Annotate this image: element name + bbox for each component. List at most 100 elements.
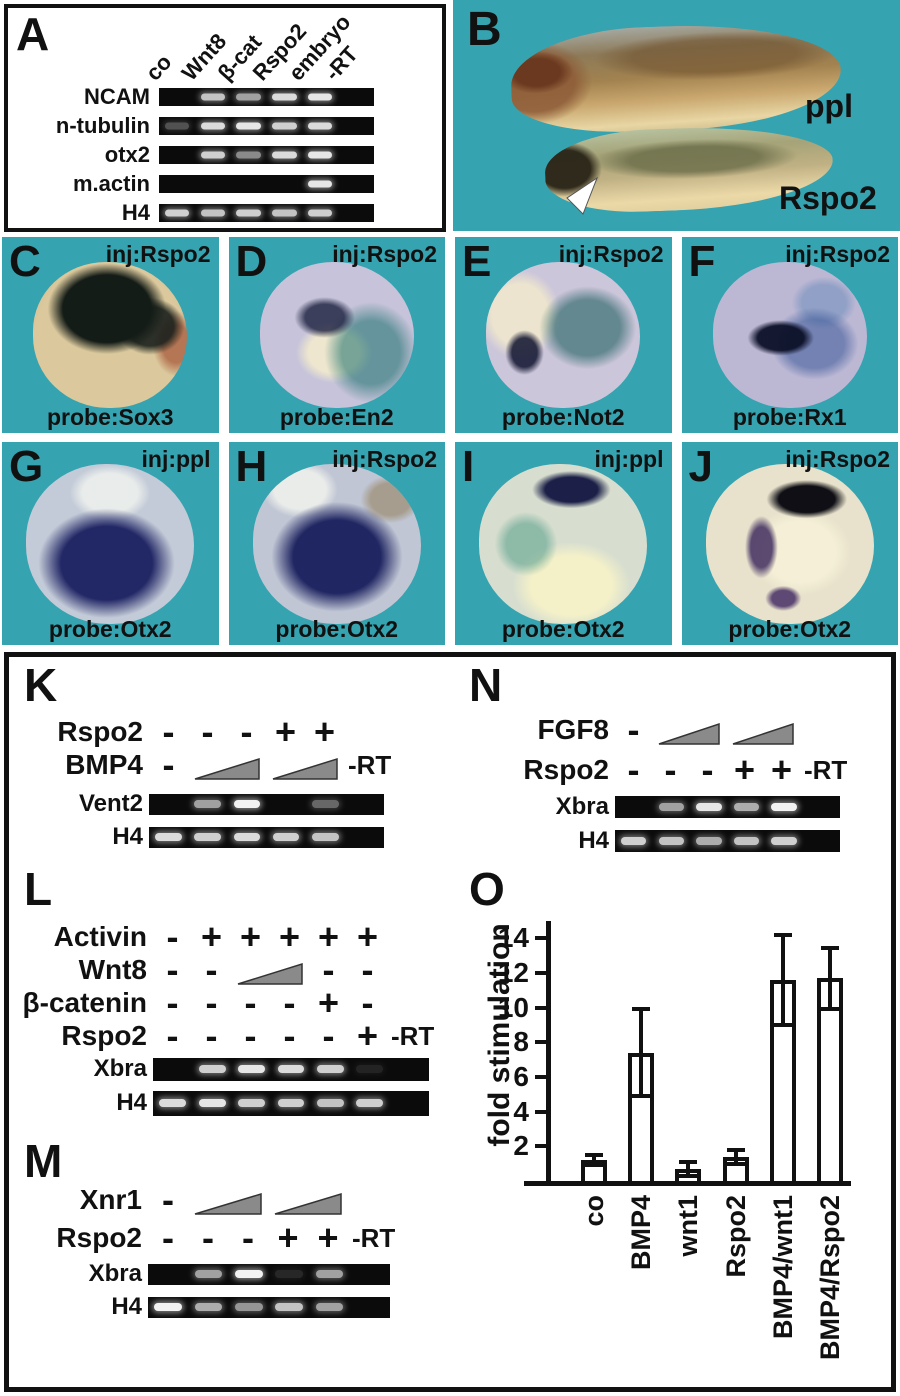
chart-plot: 2 4 6 8 10 12 14 co BMP4 wnt1 Rspo2 BMP4/wnt1 BMP4/R… [498,921,851,1360]
plus-symbol: + [200,916,223,957]
dose-gradient-triangle-icon [188,748,266,782]
gel-band [317,1099,344,1107]
gel-row-h4: H4 [464,827,840,855]
minus-rt-label: -RT [391,1020,435,1051]
panel-g-letter: G [9,442,44,491]
gel-band [164,209,190,217]
dose-gradient-triangle-icon [188,1183,268,1217]
minus-rt-label: -RT [352,1222,396,1253]
panel-n-letter: N [469,659,503,711]
treatment-row-xnr1: Xnr1 - [19,1182,348,1218]
gel-row-xbra: Xbra [19,1055,429,1083]
error-bar [686,1161,691,1176]
treatment-label: BMP4 [65,749,143,780]
plus-symbol: + [274,711,297,752]
minus-symbol: - [205,949,218,990]
gel-row-vent2: Vent2 [19,790,384,818]
error-bar-cap [726,1161,745,1166]
gel-band [272,122,297,130]
gel-band [236,151,261,159]
gel-row-label: H4 [111,1293,142,1320]
treatment-row-bcatenin: β-catenin - - - - + - [19,982,387,1023]
gel-band [315,1270,344,1278]
treatment-row-rspo2: Rspo2 - - - + + [19,711,344,752]
gel-band [238,1065,265,1073]
embryo-image [712,262,867,408]
minus-symbol: - [701,749,714,790]
injection-label: inj:Rspo2 [105,241,211,267]
embryo-image [26,463,195,624]
gel-band [315,1303,344,1311]
gel-band [159,1099,187,1107]
minus-rt-label: -RT [348,749,392,780]
minus-symbol: - [664,749,677,790]
y-axis-tick-label: 8 [513,1026,529,1058]
gel-band [235,1270,263,1278]
minus-symbol: - [361,949,374,990]
probe-label: probe:Otx2 [275,616,399,642]
gel-strip [615,796,840,818]
minus-symbol: - [322,1015,335,1056]
gel-band [308,122,333,130]
panel-a-lane-label: co [140,49,177,86]
gel-row-label: m.actin [72,171,150,196]
gel-row-label: Vent2 [78,790,143,817]
gel-band [733,837,759,845]
embryo-image [479,463,648,624]
panel-b: B ppl Rspo2 [453,0,900,231]
gel-band [308,209,333,217]
minus-symbol: - [627,709,640,750]
minus-symbol: - [361,982,374,1023]
treatment-label: β-catenin [22,987,147,1018]
gel-band [236,209,261,217]
minus-symbol: - [166,982,179,1023]
y-axis-tick-label: 2 [513,1130,529,1162]
gel-band [696,837,722,845]
plus-symbol: + [278,916,301,957]
gel-band [272,151,297,159]
gel-band [277,1099,305,1107]
gel-band [236,93,261,101]
error-bar-cap [821,945,839,950]
minus-symbol: - [162,1217,174,1258]
injection-label: inj:ppl [594,446,664,472]
panel-e: E inj:Rspo2 probe:Not2 [455,237,672,433]
treatment-label: Rspo2 [61,1020,147,1051]
minus-symbol: - [205,1015,218,1056]
dose-gradient-triangle-icon [726,713,800,747]
x-category-label: BMP4/Rspo2 [815,1195,845,1361]
gel-row-label: H4 [112,823,143,850]
gel-band [275,1270,303,1278]
injection-label: inj:ppl [141,446,211,472]
y-axis-tick-label: 6 [513,1061,529,1092]
dose-gradient-triangle-icon [231,953,309,987]
gel-row-label: Xbra [555,793,609,820]
y-axis-tick-label: 10 [497,991,529,1023]
y-axis-tick [535,936,551,941]
embryo-image [252,463,421,624]
minus-symbol: - [244,1015,257,1056]
x-category-label: BMP4/wnt1 [767,1195,798,1340]
panel-h-letter: H [235,442,268,491]
dose-gradient-triangle-icon [268,1183,348,1217]
probe-label: probe:Rx1 [732,404,847,430]
gel-row-label: H4 [121,200,150,225]
treatment-row-fgf8: FGF8 - [464,709,800,750]
gel-band [308,151,333,159]
error-bar-cap [773,932,792,937]
injection-label: inj:Rspo2 [332,241,437,267]
gel-band [658,837,684,845]
label-rspo2: Rspo2 [779,180,877,216]
treatment-row-wnt8: Wnt8 ---- [19,949,387,990]
minus-symbol: - [166,1015,179,1056]
bottom-panel-box: K Rspo2 - - - + + BMP4 - -RT Vent2 H4 N FGF8 … [4,652,896,1392]
minus-symbol: - [322,949,335,990]
gel-band [277,1065,305,1073]
panel-c-letter: C [9,237,41,286]
panel-d: D inj:Rspo2 probe:En2 [228,237,445,433]
gel-band [317,1065,344,1073]
error-bar [828,947,832,1009]
minus-symbol: - [201,711,214,752]
gel-strip [148,1296,390,1318]
error-bar [733,1149,738,1164]
